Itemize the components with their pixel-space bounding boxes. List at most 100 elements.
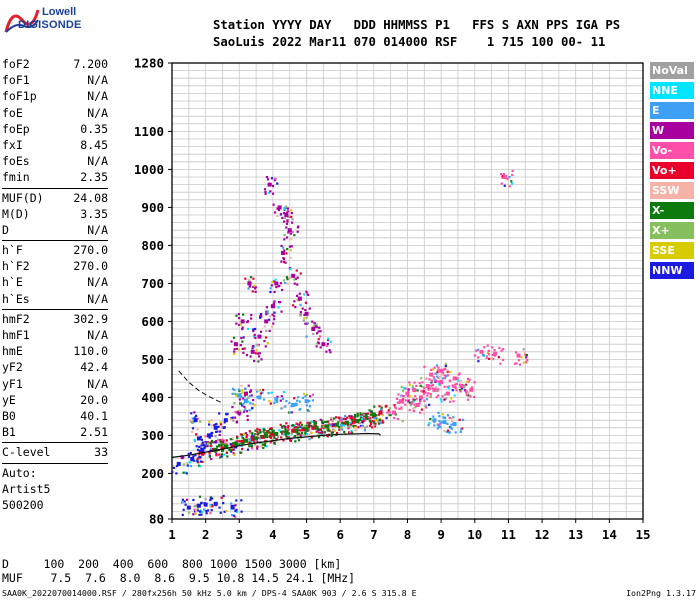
echo-speckle <box>282 432 286 435</box>
echo-speckle <box>256 447 259 450</box>
echo-speckle <box>247 400 250 403</box>
echo-speckle <box>346 424 350 427</box>
echo-speckle <box>424 404 427 407</box>
echo-speckle <box>313 322 316 325</box>
echo-speckle <box>340 417 343 420</box>
echo-speckle <box>444 364 447 368</box>
echo-speckle <box>482 354 486 357</box>
echo-speckle <box>380 421 383 425</box>
echo-speckle <box>270 325 274 328</box>
echo-speckle <box>220 443 224 446</box>
echo-speckle <box>427 424 430 427</box>
echo-speckle <box>361 421 364 424</box>
param-row-hf: h`F 270.0 <box>2 243 108 259</box>
echo-speckle <box>395 397 399 400</box>
param-key: foF1p <box>2 89 37 104</box>
param-value: 110.0 <box>73 344 108 359</box>
echo-speckle <box>285 226 288 229</box>
echo-speckle <box>401 401 405 404</box>
echo-speckle <box>262 398 266 401</box>
echo-speckle <box>211 419 214 422</box>
echo-speckle <box>255 390 259 393</box>
echo-speckle <box>465 393 468 397</box>
echo-speckle <box>349 425 352 428</box>
echo-speckle <box>203 452 206 455</box>
echo-speckle <box>451 384 454 387</box>
echo-speckle <box>287 432 291 435</box>
echo-speckle <box>283 233 286 237</box>
echo-point <box>196 436 201 441</box>
echo-speckle <box>359 412 362 415</box>
auto-line: Artist5 <box>2 481 51 496</box>
echo-speckle <box>243 405 246 409</box>
echo-point <box>277 205 282 210</box>
echo-speckle <box>268 399 271 403</box>
echo-speckle <box>204 445 207 448</box>
echo-speckle <box>296 432 300 435</box>
echo-speckle <box>256 427 259 431</box>
echo-speckle <box>294 434 297 438</box>
echo-speckle <box>273 211 277 214</box>
echo-point <box>257 334 262 339</box>
echo-speckle <box>404 403 407 406</box>
echo-speckle <box>250 394 253 397</box>
echo-speckle <box>239 451 242 454</box>
echo-speckle <box>443 417 446 420</box>
echo-speckle <box>388 407 391 410</box>
echo-speckle <box>317 338 320 341</box>
echo-speckle <box>193 416 197 419</box>
echo-speckle <box>253 443 256 446</box>
echo-speckle <box>338 425 341 429</box>
echo-speckle <box>199 465 202 468</box>
footer-info: SAA0K_2022070014000.RSF / 280fx256h 50 k… <box>2 588 417 598</box>
echo-point <box>284 213 289 217</box>
echo-speckle <box>432 376 435 379</box>
echo-speckle <box>430 368 433 371</box>
echo-speckle <box>348 415 351 418</box>
echo-speckle <box>302 426 305 429</box>
echo-speckle <box>256 440 259 443</box>
echo-speckle <box>204 441 207 444</box>
echo-speckle <box>276 435 280 439</box>
echo-speckle <box>293 282 296 285</box>
echo-speckle <box>304 424 307 427</box>
echo-speckle <box>356 412 359 415</box>
echo-speckle <box>435 388 439 391</box>
echo-speckle <box>198 513 201 516</box>
echo-point <box>365 415 370 420</box>
echo-speckle <box>273 401 276 405</box>
echo-speckle <box>262 428 266 431</box>
echo-speckle <box>370 410 373 413</box>
echo-speckle <box>412 409 416 413</box>
echo-speckle <box>271 192 275 195</box>
echo-speckle <box>284 281 287 285</box>
param-value: N/A <box>87 275 108 290</box>
echo-speckle <box>269 190 272 193</box>
echo-speckle <box>374 416 377 420</box>
echo-point <box>291 273 296 278</box>
param-value: N/A <box>87 89 108 104</box>
echo-speckle <box>296 226 300 229</box>
echo-speckle <box>437 380 441 383</box>
echo-speckle <box>447 386 450 389</box>
echo-speckle <box>290 211 293 215</box>
param-key: h`F <box>2 243 23 258</box>
echo-speckle <box>296 426 300 429</box>
echo-speckle <box>440 373 443 376</box>
echo-speckle <box>451 389 454 392</box>
echo-speckle <box>363 426 367 429</box>
echo-speckle <box>285 211 289 214</box>
echo-speckle <box>238 443 241 446</box>
echo-speckle <box>358 422 361 425</box>
echo-speckle <box>192 420 195 424</box>
echo-speckle <box>231 437 234 440</box>
echo-speckle <box>438 415 441 418</box>
echo-speckle <box>309 395 312 398</box>
echo-speckle <box>214 440 218 443</box>
echo-speckle <box>378 417 382 420</box>
echo-speckle <box>188 419 191 422</box>
param-key: yE <box>2 392 16 407</box>
header-line2: SaoLuis 2022 Mar11 070 014000 RSF 1 715 … <box>213 35 606 49</box>
param-separator <box>2 308 108 310</box>
echo-point <box>321 342 326 347</box>
